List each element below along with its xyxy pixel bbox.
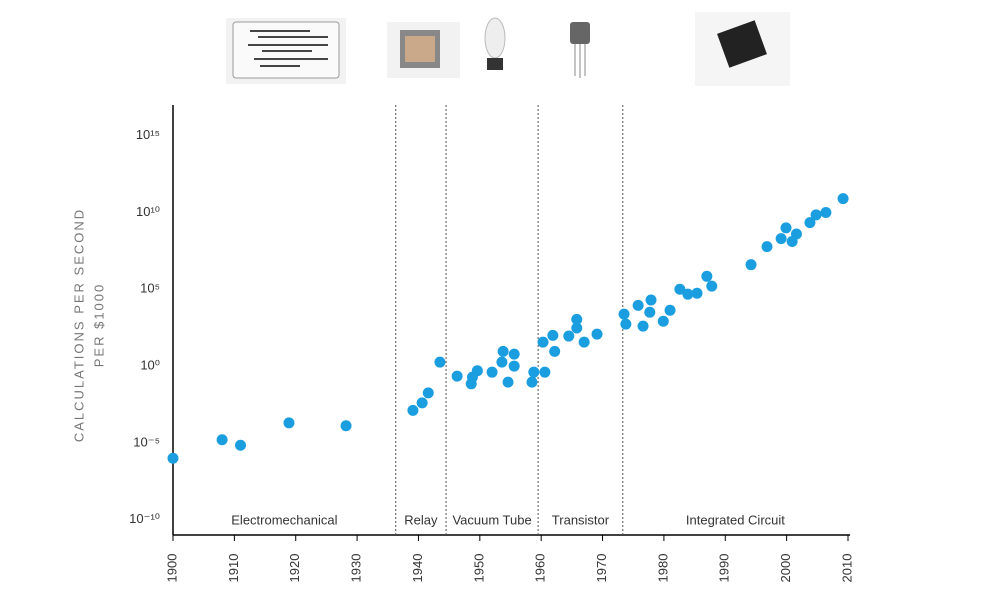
y-tick-label: 10¹⁰ [136, 204, 160, 219]
data-point [167, 452, 179, 464]
data-point [775, 233, 787, 245]
x-tick-label: 1910 [226, 554, 241, 583]
tube-base [487, 58, 503, 70]
era-label: Electromechanical [231, 512, 337, 527]
data-point [620, 318, 632, 330]
data-point [422, 387, 434, 399]
y-axis-label: PER $1000 [91, 283, 106, 368]
data-point [657, 315, 669, 327]
data-point [471, 365, 483, 377]
era-label: Vacuum Tube [452, 512, 531, 527]
data-point [637, 320, 649, 332]
data-point [528, 366, 540, 378]
data-point [563, 330, 575, 342]
data-point [761, 241, 773, 253]
data-point [407, 404, 419, 416]
data-point [664, 304, 676, 316]
data-point [451, 370, 463, 382]
era-label: Transistor [552, 512, 610, 527]
data-point [810, 209, 822, 221]
data-point [571, 313, 583, 325]
x-tick-label: 1950 [471, 554, 486, 583]
data-point [502, 376, 514, 388]
era-label: Relay [404, 512, 438, 527]
y-axis-label: CALCULATIONS PER SECOND [71, 208, 86, 442]
data-point [283, 417, 295, 429]
data-point [235, 439, 246, 451]
chip [717, 20, 767, 68]
data-point [578, 336, 590, 348]
data-point [539, 366, 551, 378]
data-point [549, 345, 561, 357]
data-point [508, 360, 520, 372]
data-point [837, 193, 849, 205]
data-point [434, 356, 446, 368]
data-point [216, 434, 228, 446]
data-point [496, 356, 508, 368]
punch-holes [248, 30, 328, 67]
data-point [682, 288, 694, 300]
data-point [820, 207, 832, 218]
data-point [537, 336, 549, 348]
data-point [526, 376, 538, 388]
x-tick-label: 2000 [778, 554, 793, 583]
data-point [745, 259, 757, 271]
transistor-body [570, 22, 590, 44]
era-icons [226, 12, 790, 86]
tube-glass [484, 17, 506, 59]
data-point [618, 308, 630, 320]
relay-coil [405, 36, 435, 62]
y-tick-label: 10⁵ [140, 281, 160, 296]
data-point [416, 397, 428, 409]
transistor-legs [574, 44, 586, 78]
x-tick-label: 1920 [287, 554, 302, 583]
data-point [780, 222, 792, 234]
x-tick-label: 1930 [349, 554, 364, 583]
y-tick-label: 10⁰ [140, 358, 160, 373]
x-tick-label: 1960 [533, 554, 548, 583]
data-point [591, 328, 603, 340]
data-point [706, 280, 718, 292]
data-point [804, 217, 816, 229]
data-point [632, 299, 644, 311]
data-point [571, 322, 583, 334]
x-tick-label: 1980 [655, 554, 670, 583]
data-point [790, 228, 802, 240]
data-point [340, 420, 352, 432]
x-tick-label: 1940 [410, 554, 425, 583]
data-point [701, 270, 713, 282]
x-tick-label: 1900 [164, 554, 179, 583]
x-tick-label: 1970 [594, 554, 609, 583]
y-tick-label: 10⁻¹⁰ [129, 511, 160, 526]
data-point [644, 306, 656, 318]
y-tick-label: 10⁻⁵ [133, 434, 160, 449]
data-point [674, 283, 686, 295]
y-tick-label: 10¹⁵ [136, 127, 160, 142]
data-point [691, 287, 703, 299]
x-tick-label: 2010 [839, 554, 854, 583]
data-point [497, 345, 509, 357]
data-point [547, 329, 559, 341]
data-point [486, 366, 498, 378]
x-tick-label: 1990 [717, 554, 732, 583]
era-label: Integrated Circuit [686, 512, 785, 527]
data-point [645, 294, 657, 306]
data-point [508, 348, 520, 360]
